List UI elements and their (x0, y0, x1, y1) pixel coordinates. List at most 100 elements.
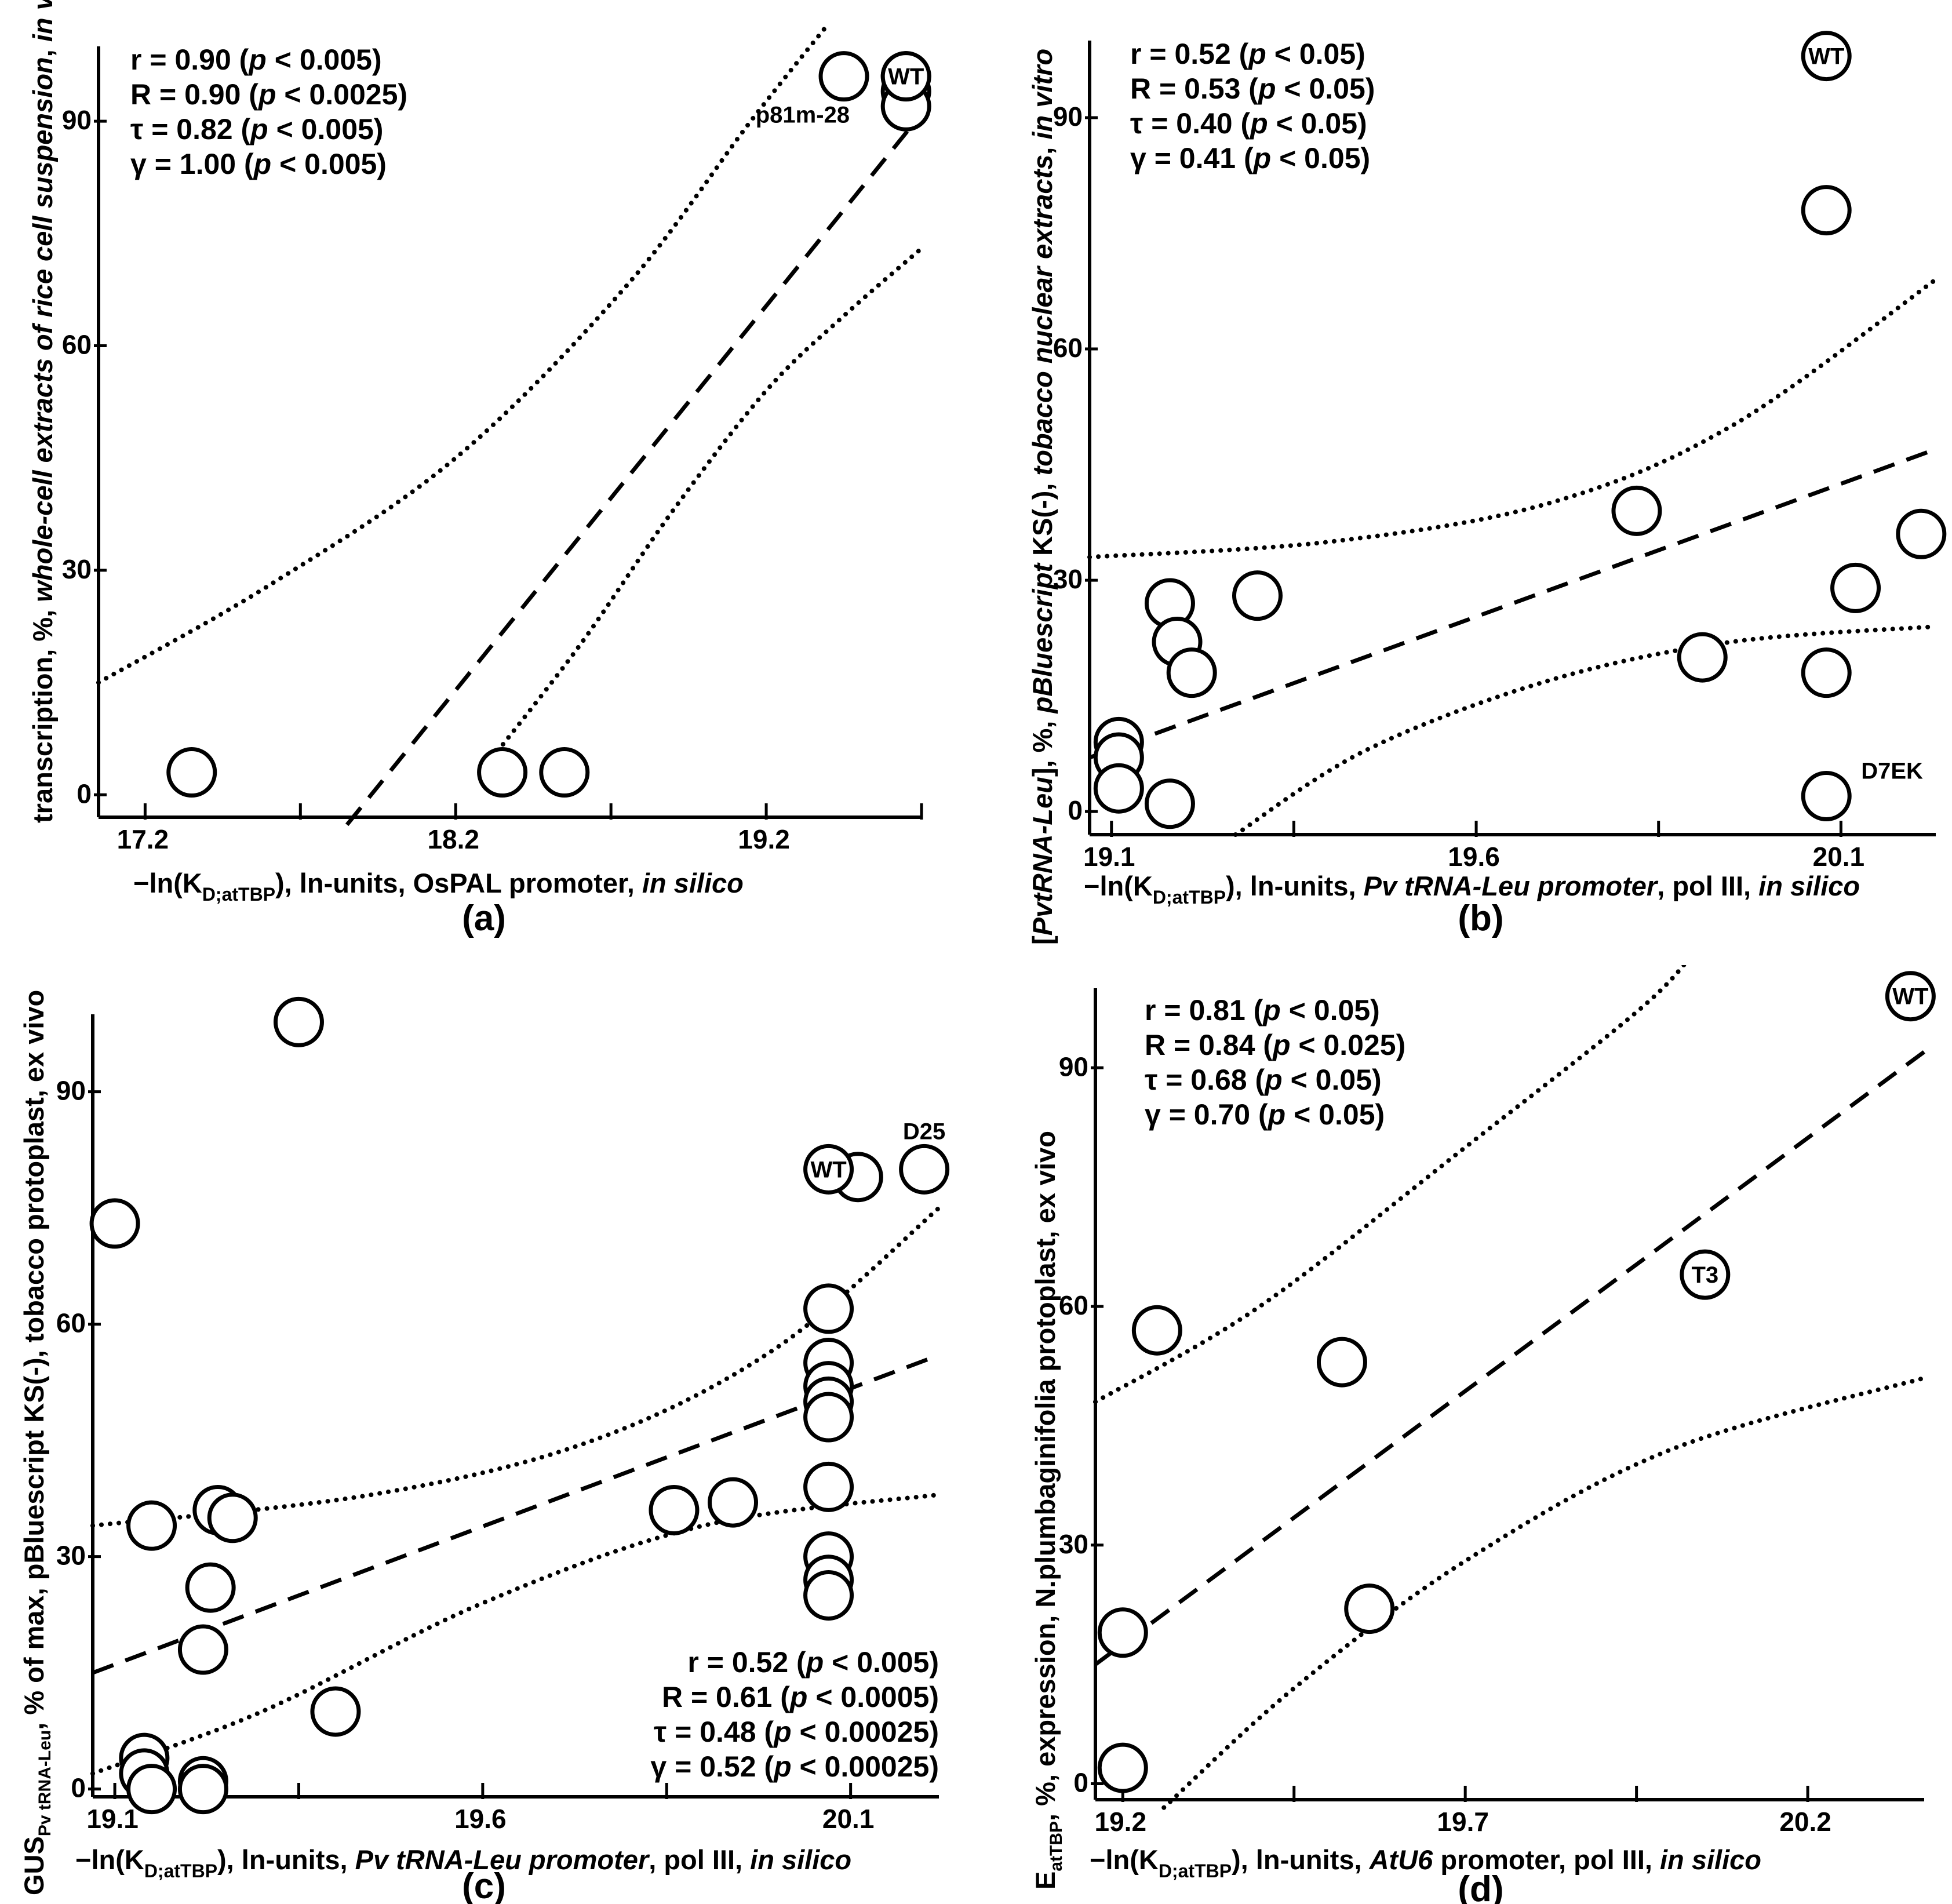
data-point (1166, 647, 1217, 698)
data-point-wt (880, 51, 931, 102)
data-point (803, 1392, 854, 1443)
data-point-wt (1801, 31, 1852, 82)
point-label-d7ek: D7EK (1861, 758, 1923, 784)
panel-b: 0 30 60 90 19.1 19.6 20.1 D7EK WT r = 0.52 (p < 0… (1027, 31, 1947, 945)
stat-line-3: τ = 0.40 (p < 0.05) (1130, 107, 1367, 140)
stat-line-2: R = 0.61 (p < 0.0005) (662, 1681, 939, 1713)
regression-line (1094, 1050, 1926, 1666)
data-point (177, 1764, 228, 1815)
stat-line-1: r = 0.52 (p < 0.05) (1130, 38, 1365, 70)
y-axis-label: EatTBP, %, expression, N.plumbaginifolia… (1030, 1131, 1066, 1890)
upper-confidence-curve (96, 23, 831, 685)
stat-line-2: R = 0.84 (p < 0.025) (1145, 1029, 1405, 1061)
data-point (1801, 647, 1852, 698)
x-tick-label: 20.1 (822, 1804, 875, 1834)
data-point (1093, 763, 1144, 814)
data-point (1232, 570, 1283, 621)
x-tick-label: 19.6 (454, 1804, 507, 1834)
data-point (1097, 1742, 1148, 1793)
data-point (185, 1562, 236, 1613)
x-tick-label: 19.2 (738, 824, 790, 854)
data-point-wt (1885, 971, 1936, 1022)
upper-confidence-curve (1093, 965, 1687, 1404)
data-point (207, 1492, 258, 1543)
lower-confidence-curve (1233, 624, 1938, 837)
x-axis-label: −ln(KD;atTBP), ln-units, Pv tRNA-Leu pro… (1084, 871, 1860, 908)
regression-line (345, 112, 923, 827)
data-point (310, 1686, 361, 1737)
stat-line-1: r = 0.81 (p < 0.05) (1145, 994, 1380, 1026)
data-point (126, 1500, 177, 1551)
y-tick-label: 90 (1059, 1051, 1088, 1082)
x-tick-label: 19.1 (86, 1804, 139, 1834)
data-point (1097, 1607, 1148, 1658)
data-point (803, 1570, 854, 1621)
x-tick-label: 17.2 (117, 824, 169, 854)
lower-confidence-curve (90, 1492, 941, 1776)
stat-line-3: τ = 0.48 (p < 0.00025) (654, 1716, 939, 1748)
point-label-d25: D25 (903, 1119, 945, 1144)
stat-line-2: R = 0.53 (p < 0.05) (1130, 72, 1375, 105)
y-tick-label: 30 (1059, 1529, 1088, 1559)
regression-line (92, 1353, 940, 1675)
data-point (803, 1461, 854, 1512)
data-point (708, 1477, 759, 1528)
y-tick-label: 30 (62, 554, 92, 584)
stat-line-4: γ = 0.70 (p < 0.05) (1145, 1098, 1385, 1131)
x-tick-label: 19.2 (1095, 1807, 1147, 1837)
point-label-t3: T3 (1691, 1262, 1718, 1288)
panel-d: 0 30 60 90 19.2 19.7 20.2 T3 WT r = 0.81 (p < 0.0… (1030, 965, 1936, 1904)
y-tick-label: 60 (56, 1308, 86, 1338)
fit-lines (1087, 277, 1938, 837)
data-point (1801, 770, 1852, 821)
y-tick-label: 0 (71, 1773, 86, 1803)
y-tick-label: 60 (1059, 1290, 1088, 1320)
stat-line-1: r = 0.90 (p < 0.005) (130, 43, 382, 76)
data-point (1801, 185, 1852, 236)
data-point (1830, 562, 1881, 613)
data-point (177, 1624, 228, 1675)
fit-lines (96, 23, 924, 827)
data-point (1677, 632, 1728, 683)
y-axis-label: [PvtRNA-Leu], %, pBluescript KS(-), toba… (1027, 49, 1058, 945)
data-point (539, 747, 590, 798)
data-point (273, 996, 324, 1047)
data-point (1316, 1337, 1367, 1388)
stat-line-4: γ = 0.52 (p < 0.00025) (650, 1750, 939, 1783)
y-tick-label: 0 (77, 778, 92, 809)
y-tick-label: 0 (1068, 795, 1083, 825)
lower-confidence-curve (1161, 1375, 1926, 1810)
y-tick-label: 30 (1053, 564, 1083, 594)
data-point (477, 747, 528, 798)
y-axis-label: GUSPv tRNA-Leu, % of max, pBluescript KS… (19, 990, 54, 1895)
stat-line-4: γ = 0.41 (p < 0.05) (1130, 142, 1370, 174)
data-point (1144, 778, 1195, 829)
x-tick-label: 19.6 (1448, 842, 1500, 872)
y-tick-label: 90 (62, 105, 92, 135)
y-tick-label: 0 (1073, 1768, 1088, 1798)
stat-line-2: R = 0.90 (p < 0.0025) (130, 78, 407, 111)
x-tick-label: 20.2 (1779, 1807, 1831, 1837)
x-axis-label: −ln(KD;atTBP), ln-units, AtU6 promoter, … (1090, 1844, 1761, 1881)
stat-line-1: r = 0.52 (p < 0.005) (687, 1646, 939, 1679)
regression-line (1088, 447, 1937, 760)
y-tick-label: 90 (1053, 101, 1083, 132)
data-point-wt (803, 1144, 854, 1195)
data-point (1344, 1583, 1395, 1634)
y-tick-label: 30 (56, 1541, 86, 1571)
panels-group: 0 30 60 90 17.2 18.2 19.2 p81m-28 WT r = 0.90 (p … (19, 0, 1947, 1904)
data-point (126, 1764, 177, 1815)
upper-confidence-curve (1087, 277, 1938, 560)
data-point (818, 51, 869, 102)
panel-label: (a) (462, 898, 506, 938)
stat-line-4: γ = 1.00 (p < 0.005) (130, 148, 387, 180)
lower-confidence-curve (484, 246, 924, 767)
point-label-wt: WT (1892, 984, 1928, 1010)
data-point (89, 1198, 140, 1249)
x-axis-label: −ln(KD;atTBP), ln-units, Pv tRNA-Leu pro… (75, 1844, 851, 1881)
data-point (899, 1144, 950, 1195)
y-axis-label: transcription, %, whole-cell extracts of… (27, 0, 58, 823)
data-point (649, 1484, 700, 1535)
x-tick-label: 19.7 (1437, 1807, 1489, 1837)
